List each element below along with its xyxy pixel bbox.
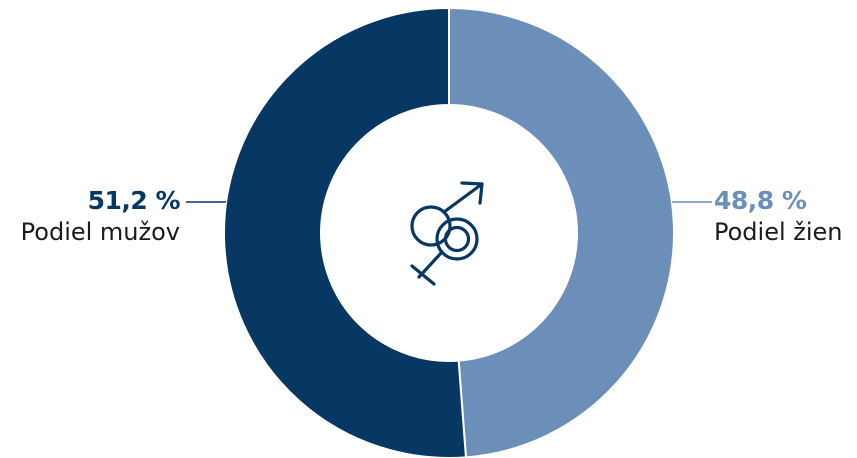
callout-men: 51,2 % Podiel mužov (20, 186, 181, 248)
donut-slices (223, 6, 675, 458)
men-share-value: 51,2 % (87, 186, 181, 215)
women-share-value: 48,8 % (714, 186, 807, 215)
gender-male-female-icon (410, 181, 484, 286)
slice-women (448, 6, 675, 458)
women-share-label: Podiel žien (714, 218, 843, 246)
slice-men (223, 6, 468, 458)
callout-women: 48,8 % Podiel žien (714, 186, 843, 248)
men-share-label: Podiel mužov (20, 218, 180, 246)
